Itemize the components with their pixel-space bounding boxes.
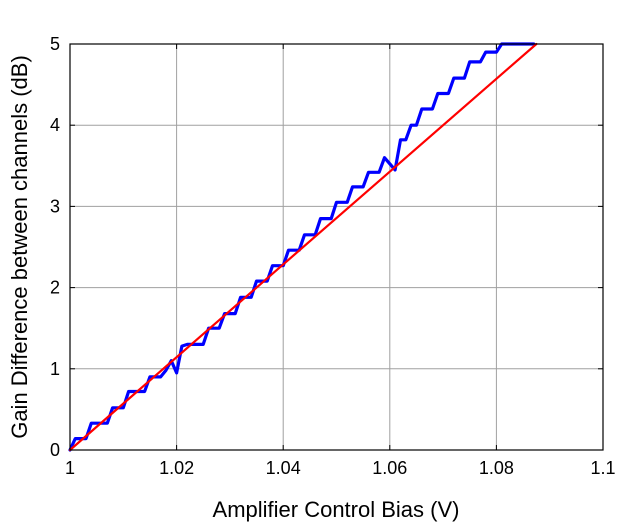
y-tick-label: 3 (50, 196, 60, 216)
series-group (68, 42, 538, 452)
x-tick-label: 1.04 (266, 458, 301, 478)
x-tick-label: 1.02 (159, 458, 194, 478)
x-tick-label: 1.06 (372, 458, 407, 478)
fit-series-line (68, 42, 538, 452)
measured-series-line (68, 42, 536, 452)
y-tick-label: 4 (50, 115, 60, 135)
y-tick-label: 5 (50, 34, 60, 54)
y-tick-label: 1 (50, 359, 60, 379)
y-tick-label: 2 (50, 278, 60, 298)
y-axis-label: Gain Difference between channels (dB) (7, 55, 32, 439)
plot-background (70, 44, 603, 450)
x-tick-label: 1 (65, 458, 75, 478)
x-tick-label: 1.1 (590, 458, 615, 478)
x-tick-label: 1.08 (479, 458, 514, 478)
y-tick-label: 0 (50, 440, 60, 460)
plot-frame (69, 43, 604, 451)
x-axis-label: Amplifier Control Bias (V) (213, 497, 460, 522)
